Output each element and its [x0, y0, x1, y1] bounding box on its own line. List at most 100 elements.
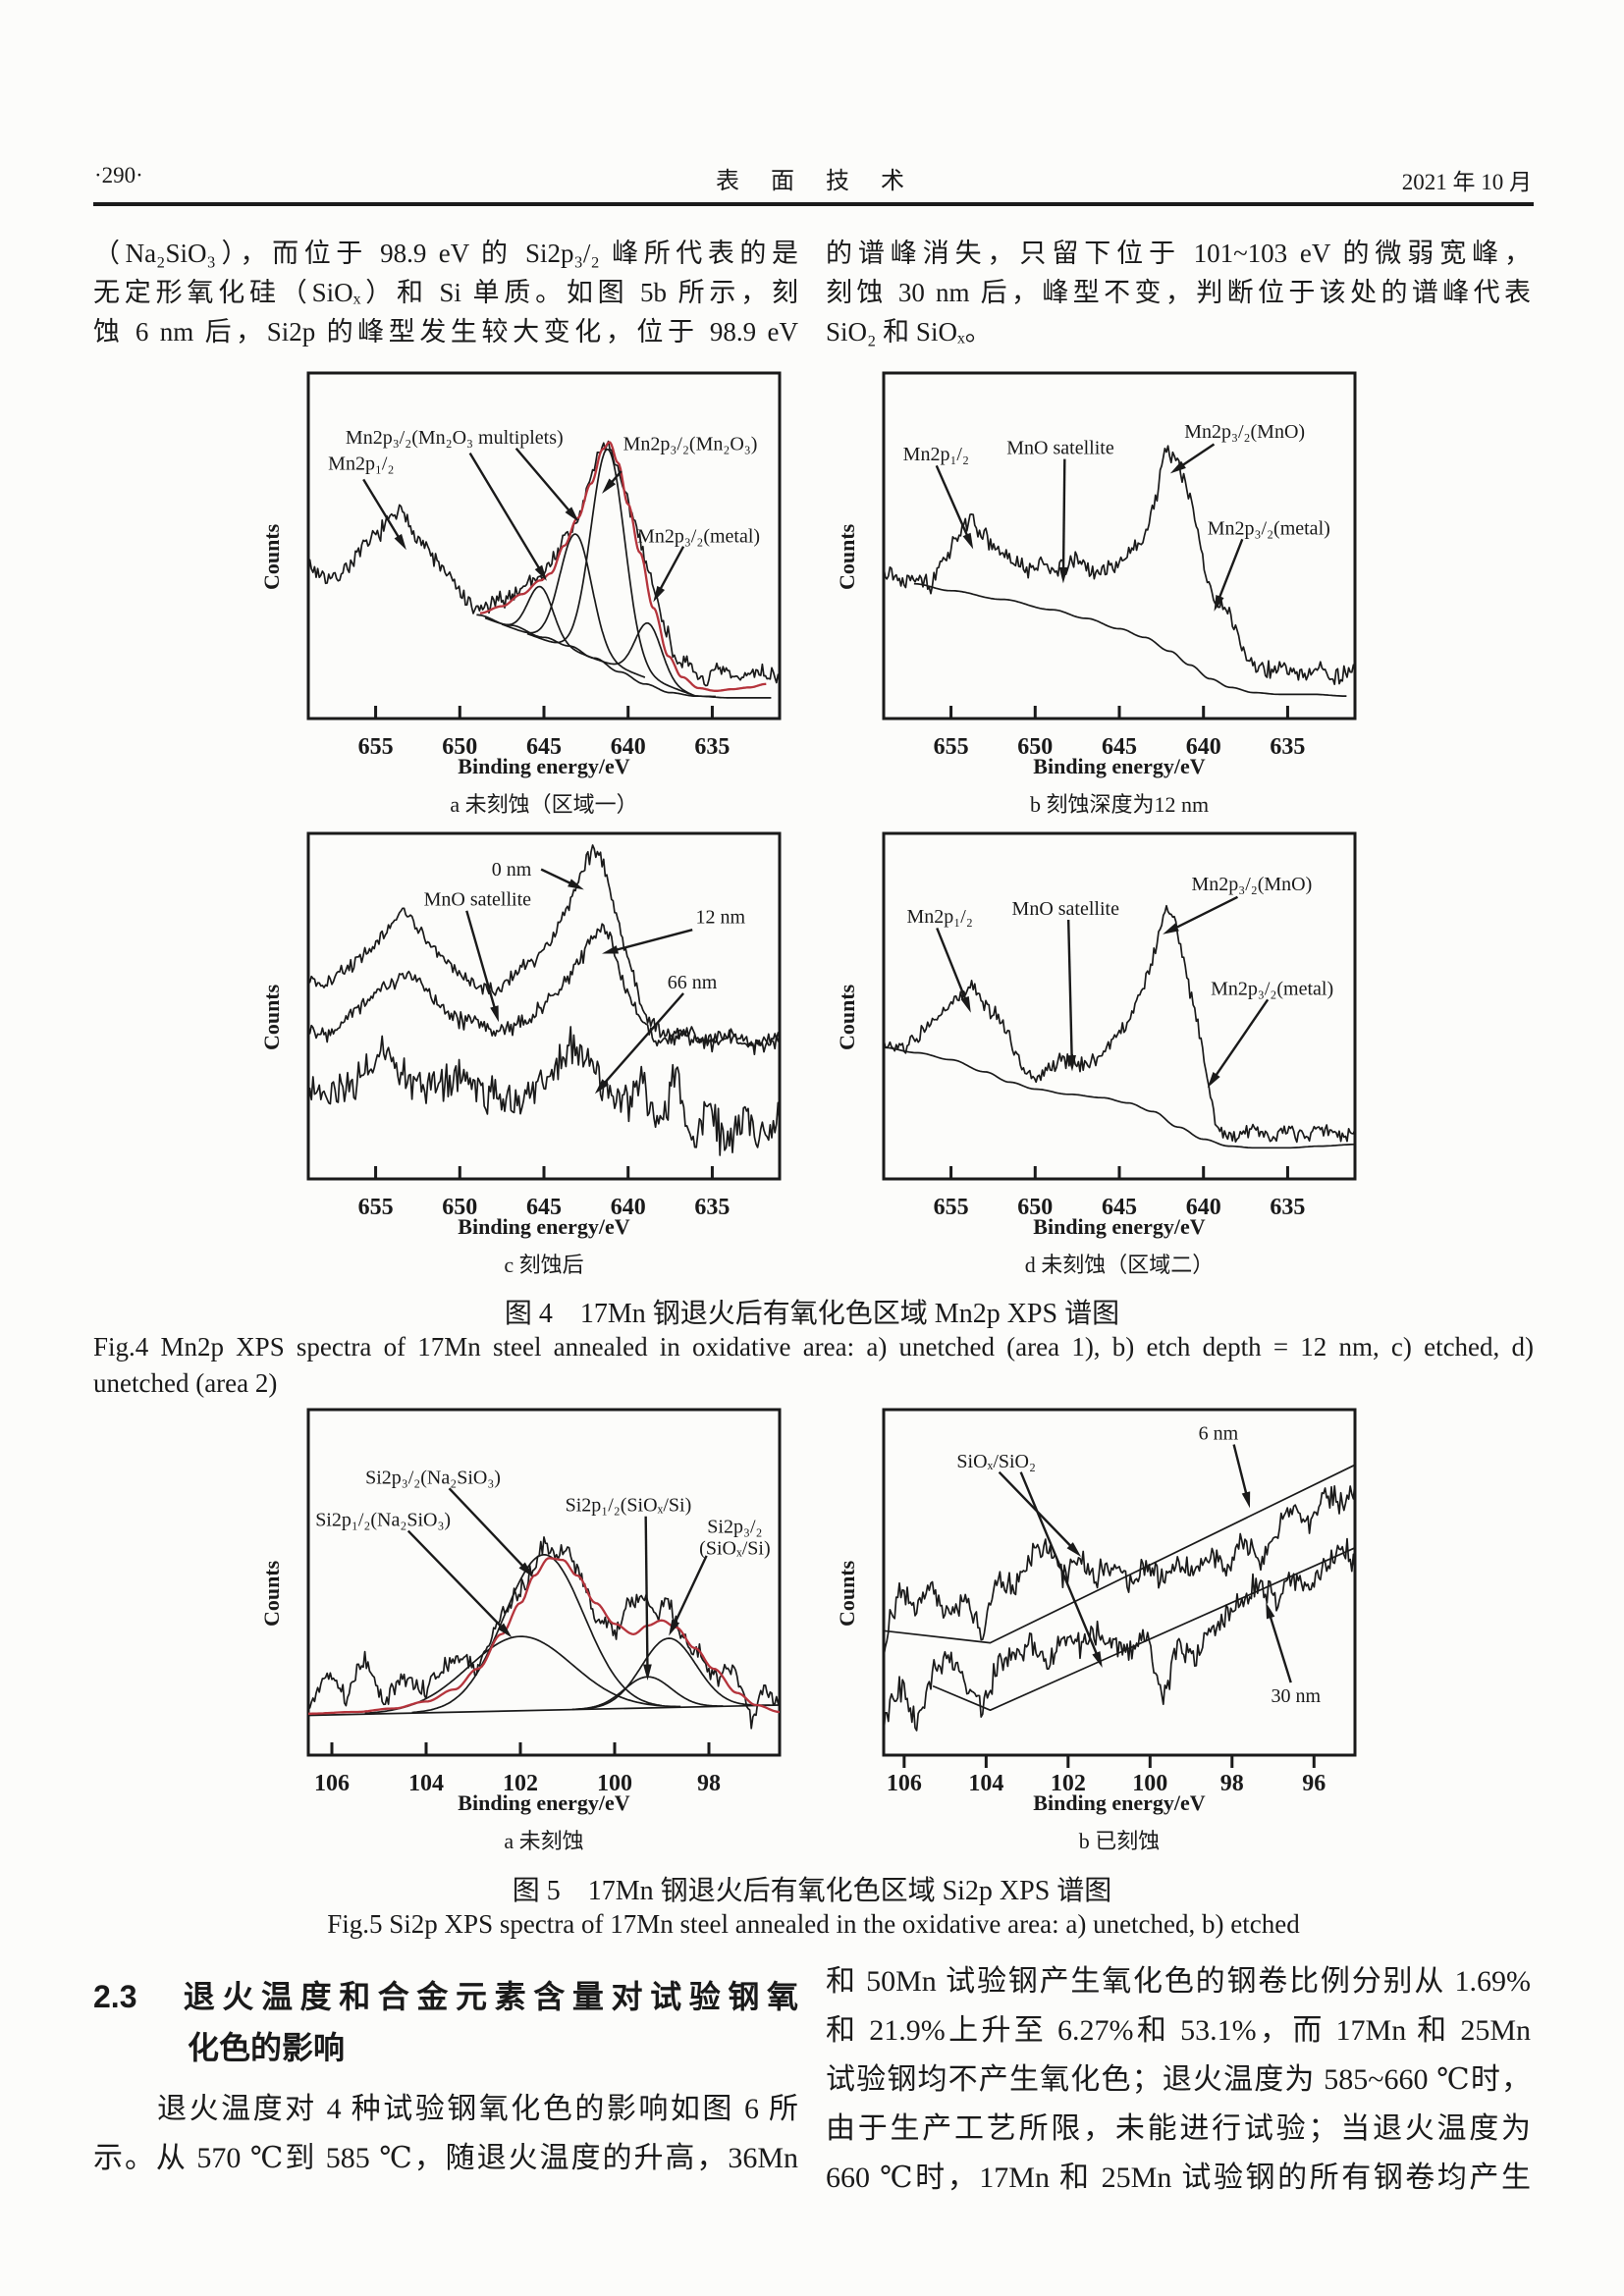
fig5a-panel: Counts 106 104 102 100 98 Si2p₃/₂(Na₂SiO₃) Si2… — [249, 1406, 799, 1860]
svg-text:635: 635 — [694, 734, 730, 760]
svg-text:104: 104 — [968, 1771, 1003, 1796]
svg-text:655: 655 — [934, 1195, 969, 1220]
fig4c-x-axis-label: Binding energy/eV — [458, 1214, 630, 1239]
svg-text:100: 100 — [1132, 1771, 1167, 1796]
svg-text:MnO satellite: MnO satellite — [1012, 898, 1120, 920]
fig4b-x-axis-label: Binding energy/eV — [1033, 754, 1206, 778]
fig5a-chart: 106 104 102 100 98 Si2p₃/₂(Na₂SiO₃) Si2p₁/₂(Na… — [306, 1408, 782, 1796]
svg-text:0 nm: 0 nm — [492, 859, 532, 881]
fig5a-caption: a 未刻蚀 — [504, 1829, 584, 1853]
fig4d-x-axis-label: Binding energy/eV — [1033, 1214, 1206, 1239]
svg-text:Si2p₃/₂(Na₂SiO₃): Si2p₃/₂(Na₂SiO₃) — [365, 1467, 501, 1488]
svg-text:Si2p₁/₂(SiOₓ/Si): Si2p₁/₂(SiOₓ/Si) — [566, 1494, 692, 1516]
svg-text:Mn2p₃/₂(metal): Mn2p₃/₂(metal) — [637, 525, 760, 547]
svg-text:Mn2p₃/₂(MnO): Mn2p₃/₂(MnO) — [1184, 421, 1305, 443]
fig5b-panel: Counts 106 104 102 100 98 96 SiOₓ/SiO₂ 6 nm 30 n… — [825, 1406, 1375, 1860]
figure4: Counts 655 650 645 640 635 Mn2p₁/₂ Mn2p₃/₂(Mn₂… — [0, 369, 1624, 1290]
fig4c-panel: Counts 655 650 645 640 635 0 nm MnO satellite 1… — [249, 829, 799, 1284]
svg-text:655: 655 — [358, 734, 394, 760]
svg-text:645: 645 — [1102, 1195, 1137, 1220]
fig4b-y-axis-label: Counts — [835, 523, 859, 590]
svg-text:635: 635 — [694, 1195, 730, 1220]
svg-text:645: 645 — [526, 1195, 562, 1220]
fig5b-chart: 106 104 102 100 98 96 SiOₓ/SiO₂ 6 nm 30 nm — [882, 1408, 1357, 1796]
svg-text:Mn2p₃/₂(MnO): Mn2p₃/₂(MnO) — [1191, 874, 1312, 895]
figure5: Counts 106 104 102 100 98 Si2p₃/₂(Na₂SiO₃) Si2… — [0, 1406, 1624, 1866]
figure4-caption-en: Fig.4 Mn2p XPS spectra of 17Mn steel ann… — [93, 1332, 1534, 1398]
fig4d-y-axis-label: Counts — [835, 984, 859, 1050]
svg-text:635: 635 — [1270, 1195, 1305, 1220]
svg-text:Mn2p₁/₂: Mn2p₁/₂ — [903, 444, 969, 465]
svg-text:640: 640 — [611, 1195, 646, 1220]
svg-text:Mn2p₁/₂: Mn2p₁/₂ — [328, 454, 394, 475]
svg-text:650: 650 — [1017, 1195, 1053, 1220]
fig4d-chart: 655 650 645 640 635 Mn2p₁/₂ MnO satellite Mn2p₃… — [882, 831, 1357, 1220]
fig4c-caption: c 刻蚀后 — [504, 1253, 584, 1277]
fig5b-caption: b 已刻蚀 — [1078, 1829, 1161, 1853]
fig5b-x-axis-label: Binding energy/eV — [1033, 1790, 1206, 1815]
svg-text:640: 640 — [1186, 734, 1221, 760]
svg-text:102: 102 — [503, 1771, 538, 1796]
svg-text:645: 645 — [1102, 734, 1137, 760]
svg-text:102: 102 — [1051, 1771, 1086, 1796]
fig4c-y-axis-label: Counts — [259, 984, 284, 1050]
svg-text:650: 650 — [442, 734, 477, 760]
svg-text:96: 96 — [1302, 1771, 1326, 1796]
fig4d-caption: d 未刻蚀（区域二） — [1024, 1253, 1215, 1277]
header-issue-date: 2021 年 10 月 — [1401, 170, 1532, 194]
figure4-row-1: Counts 655 650 645 640 635 Mn2p₁/₂ Mn2p₃/₂(Mn₂… — [0, 369, 1624, 824]
fig5b-y-axis-label: Counts — [835, 1560, 859, 1627]
svg-text:645: 645 — [526, 734, 562, 760]
header-page-number: ·290· — [94, 163, 143, 187]
body-right-column: 和 50Mn 试验钢产生氧化色的钢卷比例分别从 1.69% 和 21.9%上升至 … — [826, 1965, 1531, 2194]
svg-text:640: 640 — [611, 734, 646, 760]
svg-text:100: 100 — [597, 1771, 632, 1796]
svg-text:Mn2p₃/₂(Mn₂O₃): Mn2p₃/₂(Mn₂O₃) — [623, 433, 758, 454]
body-left-column: 退火温度对 4 种试验钢氧化色的影响如图 6 所示。从 570 ℃到 585 ℃… — [93, 2093, 798, 2174]
svg-text:12 nm: 12 nm — [696, 907, 746, 929]
fig5a-x-axis-label: Binding energy/eV — [458, 1790, 630, 1815]
svg-text:98: 98 — [1220, 1771, 1244, 1796]
svg-text:MnO satellite: MnO satellite — [424, 889, 532, 911]
fig4a-x-axis-label: Binding energy/eV — [458, 754, 630, 778]
figure4-caption-cn: 图 4 17Mn 钢退火后有氧化色区域 Mn2p XPS 谱图 — [504, 1299, 1120, 1329]
fig4b-chart: 655 650 645 640 635 Mn2p₁/₂ MnO satellite Mn2p₃… — [882, 371, 1357, 760]
fig5a-y-axis-label: Counts — [259, 1560, 284, 1627]
svg-text:655: 655 — [358, 1195, 394, 1220]
svg-text:650: 650 — [442, 1195, 477, 1220]
header-rule — [93, 202, 1534, 206]
svg-text:6 nm: 6 nm — [1199, 1423, 1239, 1445]
svg-text:Mn2p₃/₂(metal): Mn2p₃/₂(metal) — [1211, 978, 1333, 999]
svg-text:106: 106 — [314, 1771, 350, 1796]
fig4a-caption: a 未刻蚀（区域一） — [450, 792, 638, 817]
svg-text:Mn2p₃/₂(Mn₂O₃ multiplets): Mn2p₃/₂(Mn₂O₃ multiplets) — [346, 427, 564, 449]
svg-text:98: 98 — [697, 1771, 721, 1796]
fig4d-panel: Counts 655 650 645 640 635 Mn2p₁/₂ MnO satelli… — [825, 829, 1375, 1284]
fig4b-caption: b 刻蚀深度为12 nm — [1029, 792, 1210, 817]
svg-text:Si2p₃/₂(SiOₓ/Si): Si2p₃/₂ (SiOₓ/Si) — [699, 1516, 770, 1559]
figure5-row: Counts 106 104 102 100 98 Si2p₃/₂(Na₂SiO₃) Si2… — [0, 1406, 1624, 1860]
svg-text:66 nm: 66 nm — [668, 972, 718, 993]
section-heading: 2.3 退火温度和合金元素含量对试验钢氧 化色的影响 — [93, 1979, 798, 2065]
svg-text:655: 655 — [934, 734, 969, 760]
figure5-caption-cn: 图 5 17Mn 钢退火后有氧化色区域 Si2p XPS 谱图 — [512, 1876, 1112, 1906]
svg-text:Mn2p₁/₂: Mn2p₁/₂ — [907, 906, 973, 928]
header-journal-title: 表 面 技 术 — [716, 169, 908, 194]
fig4c-chart: 655 650 645 640 635 0 nm MnO satellite 12 nm 66 … — [306, 831, 782, 1220]
fig4a-y-axis-label: Counts — [259, 523, 284, 590]
svg-text:30 nm: 30 nm — [1272, 1685, 1322, 1707]
svg-text:635: 635 — [1270, 734, 1305, 760]
svg-text:104: 104 — [408, 1771, 444, 1796]
svg-text:106: 106 — [887, 1771, 922, 1796]
svg-text:650: 650 — [1017, 734, 1053, 760]
intro-right-column: 的谱峰消失，只留下位于 101~103 eV 的微弱宽峰， 刻蚀 30 nm 后，… — [826, 239, 1531, 347]
svg-text:640: 640 — [1186, 1195, 1221, 1220]
fig4b-panel: Counts 655 650 645 640 635 Mn2p₁/₂ MnO satelli… — [825, 369, 1375, 824]
fig4a-panel: Counts 655 650 645 640 635 Mn2p₁/₂ Mn2p₃/₂(Mn₂… — [249, 369, 799, 824]
intro-left-column: （Na₂SiO₃），而位于 98.9 eV 的 Si2p₃/₂ 峰所代表的是 无定… — [93, 239, 798, 347]
svg-text:Si2p₁/₂(Na₂SiO₃): Si2p₁/₂(Na₂SiO₃) — [315, 1510, 451, 1531]
figure4-row-2: Counts 655 650 645 640 635 0 nm MnO satellite 1… — [0, 829, 1624, 1284]
fig4a-chart: 655 650 645 640 635 Mn2p₁/₂ Mn2p₃/₂(Mn₂O₃ mult… — [306, 371, 782, 760]
svg-text:SiOₓ/SiO₂: SiOₓ/SiO₂ — [956, 1451, 1036, 1472]
